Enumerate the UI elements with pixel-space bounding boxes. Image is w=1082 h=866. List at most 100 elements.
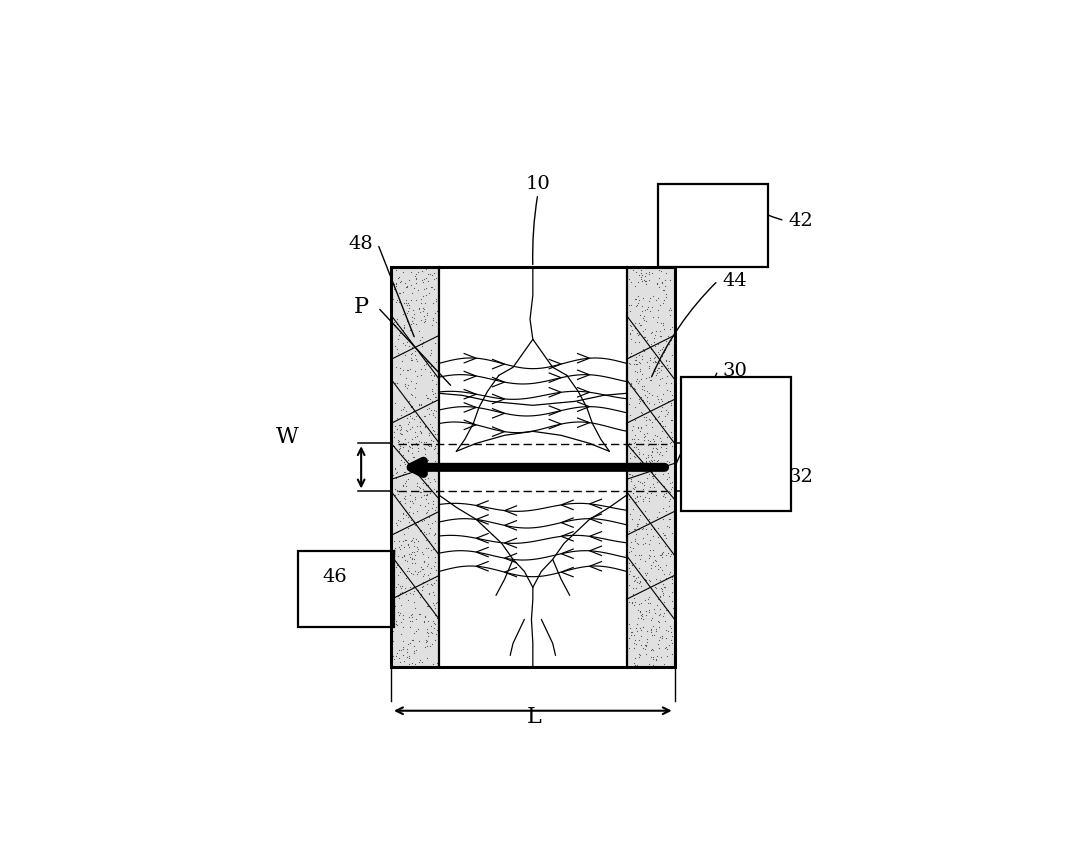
Point xyxy=(650,271,668,285)
Point xyxy=(415,615,433,629)
Point xyxy=(420,557,437,571)
Point xyxy=(428,611,446,625)
Point xyxy=(621,467,638,481)
Point xyxy=(658,504,675,518)
Text: 10: 10 xyxy=(526,175,551,193)
Point xyxy=(649,360,667,374)
Point xyxy=(409,283,426,297)
Point xyxy=(633,638,650,652)
Point xyxy=(645,650,662,664)
Point xyxy=(415,441,433,455)
Point xyxy=(411,524,428,538)
Point xyxy=(408,354,425,368)
Point xyxy=(419,630,436,643)
Point xyxy=(423,578,440,591)
Point xyxy=(412,490,430,504)
Point xyxy=(426,390,444,404)
Point xyxy=(394,634,411,648)
Point xyxy=(403,565,420,579)
Point xyxy=(626,495,644,509)
Point xyxy=(401,494,419,507)
Point xyxy=(417,351,434,365)
Point xyxy=(425,369,443,383)
Point xyxy=(407,271,424,285)
Point xyxy=(409,533,426,547)
Point xyxy=(651,343,669,357)
Point xyxy=(423,268,440,281)
Point xyxy=(388,646,406,660)
Text: L: L xyxy=(527,707,542,728)
Point xyxy=(392,426,409,440)
Point xyxy=(655,321,672,335)
Point xyxy=(404,326,421,339)
Point xyxy=(411,481,428,495)
Point xyxy=(620,298,637,312)
Point xyxy=(386,339,404,352)
Point xyxy=(650,360,668,374)
Point xyxy=(626,449,644,463)
Point xyxy=(427,315,445,329)
Point xyxy=(622,298,639,312)
Point xyxy=(649,392,667,406)
Point xyxy=(629,326,646,340)
Point xyxy=(654,342,671,356)
Point xyxy=(398,306,415,320)
Point xyxy=(651,603,669,617)
Point xyxy=(391,586,408,600)
Point xyxy=(419,356,436,370)
Point xyxy=(425,459,443,473)
Point xyxy=(658,454,675,468)
Point xyxy=(420,391,437,405)
Point xyxy=(661,494,678,507)
Point xyxy=(400,611,418,624)
Point xyxy=(634,620,651,634)
Point xyxy=(399,637,417,650)
Point xyxy=(413,339,431,353)
Point xyxy=(413,426,431,440)
Point xyxy=(626,436,644,449)
Point xyxy=(424,542,441,556)
Point xyxy=(399,443,417,457)
Point xyxy=(641,268,658,281)
Point xyxy=(401,620,419,634)
Point xyxy=(420,267,437,281)
Point xyxy=(424,497,441,511)
Point xyxy=(413,273,431,287)
Point xyxy=(415,282,433,296)
Point xyxy=(658,473,675,487)
Point xyxy=(396,467,413,481)
Point xyxy=(655,585,672,599)
Point xyxy=(638,425,656,439)
Point xyxy=(392,287,409,301)
Point xyxy=(396,581,413,595)
Point xyxy=(395,456,412,469)
Point xyxy=(398,507,415,521)
Point xyxy=(410,656,427,669)
Point xyxy=(637,417,655,431)
Point xyxy=(632,308,649,322)
Point xyxy=(390,346,407,360)
Point xyxy=(399,650,417,664)
Point xyxy=(425,577,443,591)
Point xyxy=(408,612,425,626)
Point xyxy=(400,515,418,529)
Point xyxy=(419,599,436,613)
Point xyxy=(644,289,661,303)
Point xyxy=(419,568,436,582)
Point xyxy=(621,358,638,372)
Point xyxy=(398,381,415,395)
Point xyxy=(623,558,641,572)
Point xyxy=(650,642,668,656)
Point xyxy=(397,572,414,585)
Point xyxy=(426,617,444,630)
Point xyxy=(624,481,642,494)
Point xyxy=(421,417,438,431)
Point xyxy=(650,356,668,370)
Point xyxy=(404,353,421,367)
Point xyxy=(396,378,413,392)
Point xyxy=(391,588,408,602)
Point xyxy=(424,435,441,449)
Point xyxy=(412,560,430,574)
Point xyxy=(388,433,406,447)
Point xyxy=(654,448,671,462)
